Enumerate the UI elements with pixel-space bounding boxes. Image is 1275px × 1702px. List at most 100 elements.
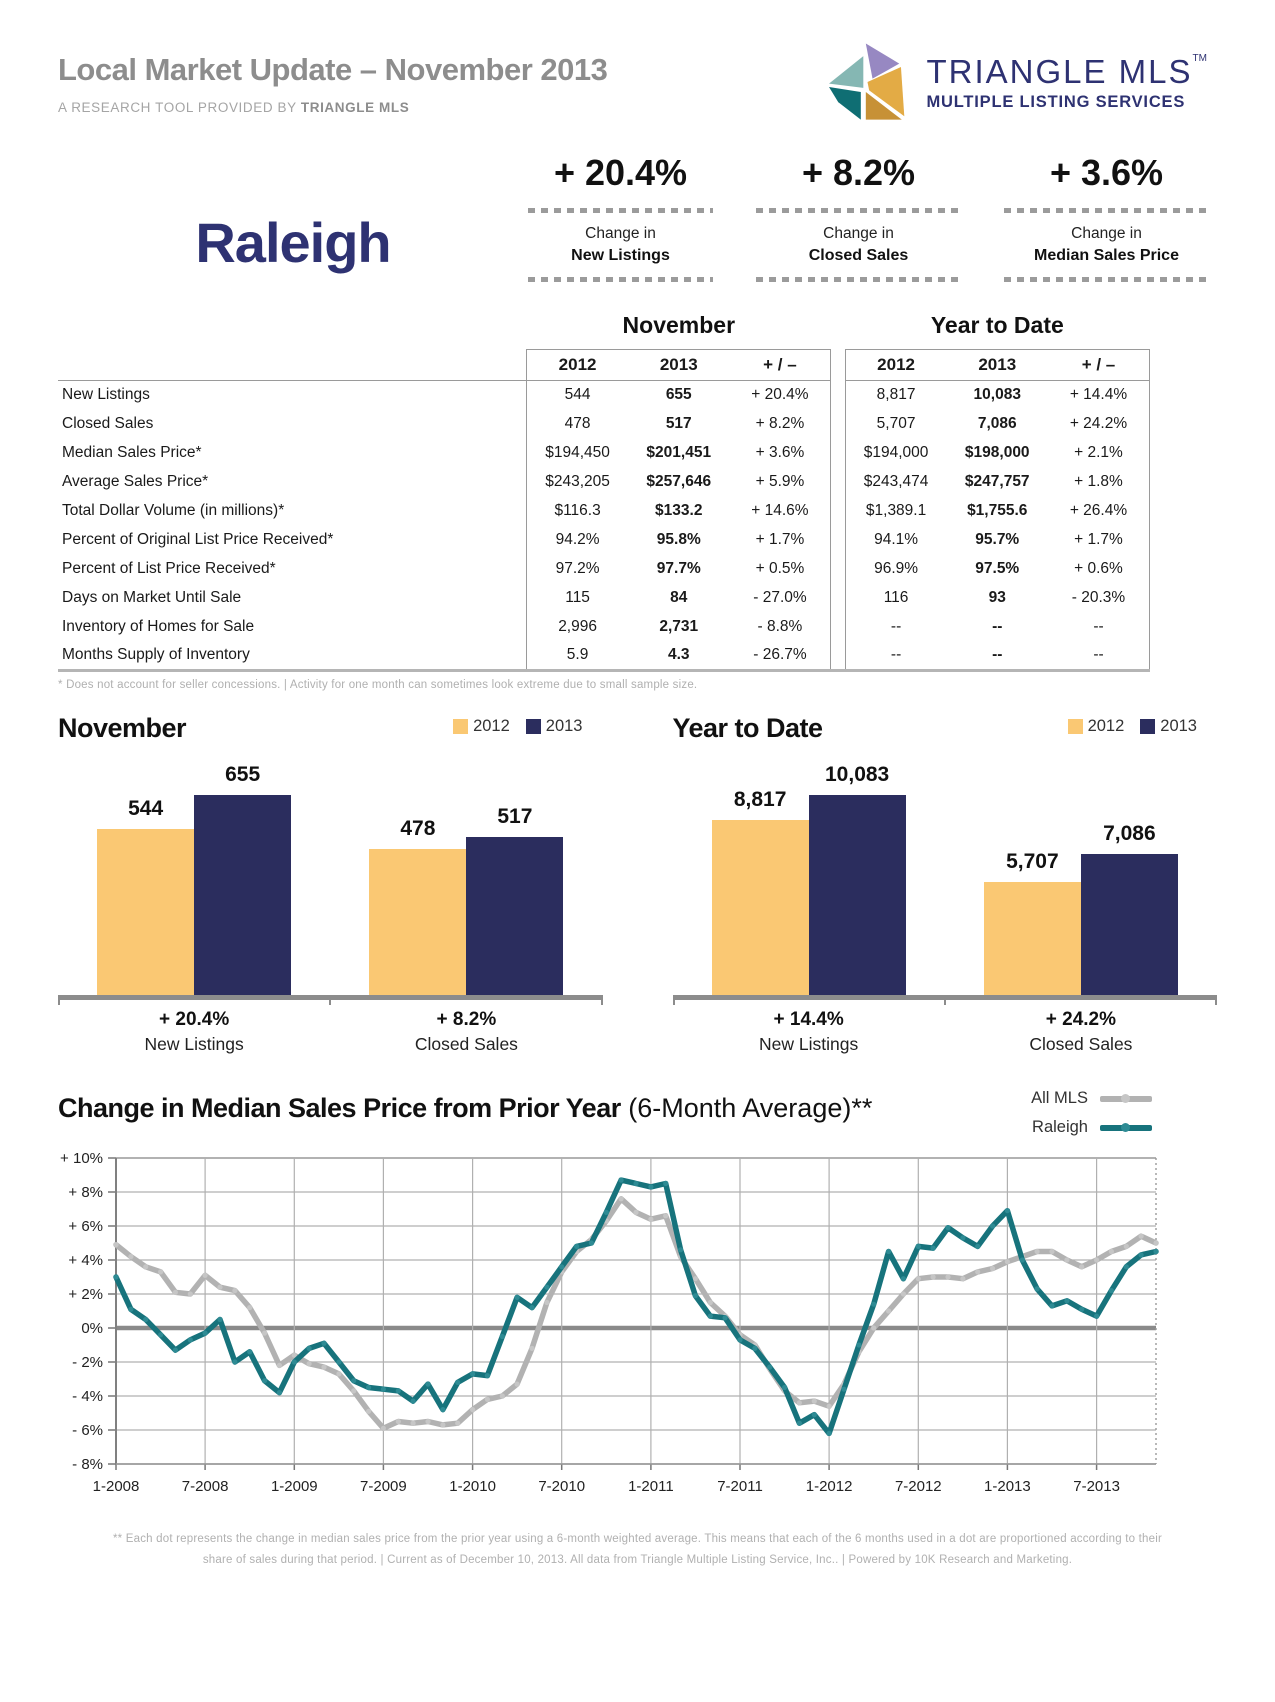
ytd-2013-value: $1,755.6: [967, 502, 1028, 519]
row-label: Percent of Original List Price Received*: [62, 531, 334, 548]
dashed-divider: [528, 208, 713, 213]
ytd-2012-value: --: [844, 641, 947, 672]
table-row: Closed Sales 478 517 + 8.2% 5,707 7,086 …: [58, 409, 1150, 439]
bar-value-label: 655: [225, 763, 261, 786]
bar-rect: [369, 849, 467, 995]
x-axis: [672, 995, 1217, 1005]
subtitle: A RESEARCH TOOL PROVIDED BY TRIANGLE MLS: [58, 100, 607, 115]
legend-item-All-MLS: All MLS: [1031, 1089, 1152, 1108]
bar-chart-captions: + 20.4% New Listings + 8.2% Closed Sales: [58, 1005, 603, 1055]
bar-2013: 10,083: [808, 763, 906, 995]
row-label: Closed Sales: [62, 415, 154, 432]
bar-rect: [711, 820, 809, 995]
bar-group-category: Closed Sales: [1029, 1034, 1133, 1054]
svg-text:+ 2%: + 2%: [68, 1286, 103, 1303]
logo-text: TRIANGLE MLSTM MULTIPLE LISTING SERVICES: [926, 53, 1207, 112]
svg-text:1-2012: 1-2012: [806, 1478, 853, 1495]
legend-item-Raleigh: Raleigh: [1031, 1118, 1152, 1137]
bar-2012: 544: [97, 797, 195, 995]
table-row: Average Sales Price* $243,205 $257,646 +…: [58, 467, 1150, 497]
nov-change-value: + 5.9%: [729, 467, 832, 497]
bar-rect: [983, 882, 1081, 995]
stat-metric: Median Sales Price: [1034, 247, 1179, 264]
table-row: Months Supply of Inventory 5.9 4.3 - 26.…: [58, 641, 1150, 672]
stat-caption: Change in: [585, 225, 656, 242]
nov-2013-value: $201,451: [646, 444, 712, 461]
svg-text:1-2008: 1-2008: [93, 1478, 140, 1495]
bar-value-label: 544: [128, 797, 164, 820]
bar-group: 478 517: [330, 805, 602, 995]
ytd-change-value: + 2.1%: [1047, 438, 1150, 468]
table-row: Percent of List Price Received* 97.2% 97…: [58, 554, 1150, 584]
nov-change-value: + 3.6%: [729, 438, 832, 468]
ytd-2013-value: --: [946, 641, 1048, 672]
subtitle-prefix: A RESEARCH TOOL PROVIDED BY: [58, 100, 301, 115]
legend-label: Raleigh: [1032, 1118, 1088, 1136]
row-label: New Listings: [62, 386, 150, 404]
table-row: Percent of Original List Price Received*…: [58, 525, 1150, 555]
table-row: Days on Market Until Sale 115 84 - 27.0%…: [58, 583, 1150, 613]
ytd-2012-value: $1,389.1: [844, 496, 947, 526]
nov-change-value: + 14.6%: [729, 496, 832, 526]
dashed-divider: [756, 208, 961, 213]
row-label: Median Sales Price*: [62, 444, 202, 461]
line-chart-title: Change in Median Sales Price from Prior …: [58, 1093, 1217, 1124]
legend-swatch: [525, 719, 541, 734]
column-header: + / –: [1047, 349, 1150, 381]
column-header: 2013: [628, 349, 730, 381]
bar-group-change: + 20.4%: [159, 1009, 230, 1030]
ytd-bar-chart: Year to Date 2012 2013 8,817 10,083 5,707…: [672, 713, 1218, 1055]
november-bar-chart: November 2012 2013 544 655 478 517: [58, 713, 603, 1055]
bar-chart-captions: + 14.4% New Listings + 24.2% Closed Sale…: [673, 1005, 1218, 1055]
row-label: Average Sales Price*: [62, 473, 209, 490]
stat-box: + 20.4% Change in New Listings: [528, 152, 713, 282]
ytd-2013-value: 93: [988, 589, 1006, 606]
bar-2013: 7,086: [1080, 822, 1178, 995]
ytd-2012-value: 96.9%: [844, 554, 947, 584]
bar-value-label: 7,086: [1103, 822, 1156, 845]
svg-text:7-2009: 7-2009: [360, 1478, 407, 1495]
bar-chart-title: November: [58, 713, 187, 743]
line-chart-plot: + 10% + 8% + 6% + 4% + 2% 0% - 2% - 4% - 6% - 8% 1…: [58, 1146, 1217, 1503]
nov-2012-value: $116.3: [526, 496, 629, 526]
report-page: Local Market Update – November 2013 A RE…: [0, 43, 1275, 1570]
svg-text:+ 4%: + 4%: [68, 1252, 103, 1269]
ytd-change-value: + 0.6%: [1047, 554, 1150, 584]
bar-value-label: 5,707: [1006, 850, 1059, 873]
bar-group-caption: + 24.2% Closed Sales: [945, 1009, 1217, 1055]
bar-chart-header: Year to Date 2012 2013: [673, 713, 1218, 757]
table-section: November Year to Date 2012 2013 + / –2012 2…: [58, 312, 1217, 691]
column-header: 2013: [946, 349, 1048, 381]
legend-swatch: [1140, 719, 1156, 734]
nov-2013-value: 517: [665, 415, 692, 432]
column-header: + / –: [729, 349, 832, 381]
legend-item-2013: 2013: [525, 717, 583, 736]
ytd-change-value: + 24.2%: [1047, 409, 1150, 439]
ytd-change-value: + 1.8%: [1047, 467, 1150, 497]
stat-caption: Change in: [823, 225, 894, 242]
table-footnote: * Does not account for seller concession…: [58, 679, 698, 691]
market-name: Raleigh: [195, 211, 391, 274]
svg-text:0%: 0%: [81, 1320, 103, 1337]
svg-text:+ 6%: + 6%: [68, 1218, 103, 1235]
ytd-2012-value: 116: [844, 583, 947, 613]
legend-item-2013: 2013: [1140, 717, 1197, 736]
column-header: 2012: [526, 349, 629, 381]
bar-charts-row: November 2012 2013 544 655 478 517: [58, 713, 1217, 1055]
legend-line-swatch: [1100, 1094, 1152, 1103]
table-group-header-row: November Year to Date: [58, 312, 1150, 350]
svg-text:7-2011: 7-2011: [717, 1478, 763, 1495]
svg-text:1-2011: 1-2011: [628, 1478, 674, 1495]
bar-group-category: New Listings: [144, 1034, 244, 1054]
logo-tagline: MULTIPLE LISTING SERVICES: [926, 92, 1186, 111]
svg-text:- 8%: - 8%: [72, 1456, 103, 1473]
table-group-november: November: [622, 312, 736, 338]
nov-change-value: + 8.2%: [729, 409, 832, 439]
stat-boxes: + 20.4% Change in New Listings + 8.2% Ch…: [528, 152, 1217, 282]
stat-value: + 8.2%: [801, 152, 916, 193]
bar-group: 5,707 7,086: [945, 822, 1217, 995]
bar-group-change: + 8.2%: [436, 1009, 497, 1030]
nov-2013-value: 95.8%: [656, 531, 701, 548]
stat-value: + 3.6%: [1049, 152, 1164, 193]
ytd-2013-value: --: [992, 618, 1003, 635]
